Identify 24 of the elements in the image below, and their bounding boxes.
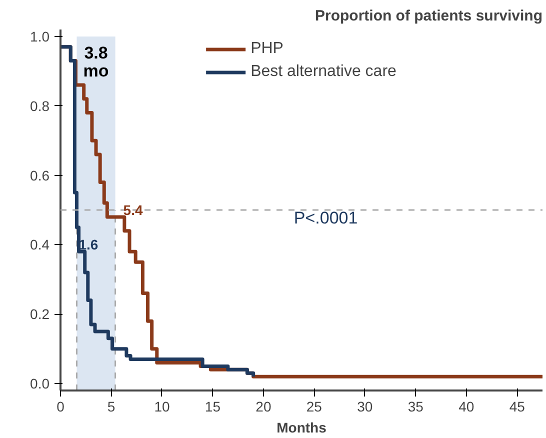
y-tick-label: 0.2	[30, 306, 50, 322]
annotation: P<.0001	[294, 208, 358, 228]
legend-label: Best alternative care	[250, 63, 396, 81]
y-tick-label: 1.0	[30, 28, 50, 44]
x-tick-label: 35	[408, 398, 424, 414]
annotation: 1.6	[78, 236, 98, 252]
x-tick-label: 10	[154, 398, 170, 414]
x-axis-title: Months	[276, 420, 327, 436]
band-label: 3.8 mo	[83, 43, 109, 80]
x-tick-label: 5	[107, 398, 116, 414]
y-tick-label: 0.4	[30, 236, 50, 253]
y-tick-label: 0.8	[30, 98, 50, 114]
chart-title: Proportion of patients surviving	[314, 8, 543, 24]
x-tick-label: 15	[204, 398, 221, 414]
x-tick-label: 0	[56, 398, 65, 414]
x-tick-label: 25	[306, 398, 322, 414]
x-tick-label: 20	[256, 398, 272, 414]
x-tick-label: 45	[509, 398, 526, 414]
x-tick-label: 30	[357, 398, 373, 414]
y-tick-label: 0.0	[30, 376, 50, 392]
y-tick-label: 0.6	[30, 167, 50, 184]
annotation: 5.4	[123, 202, 143, 218]
legend-label: PHP	[250, 40, 284, 58]
x-tick-label: 40	[458, 398, 474, 414]
